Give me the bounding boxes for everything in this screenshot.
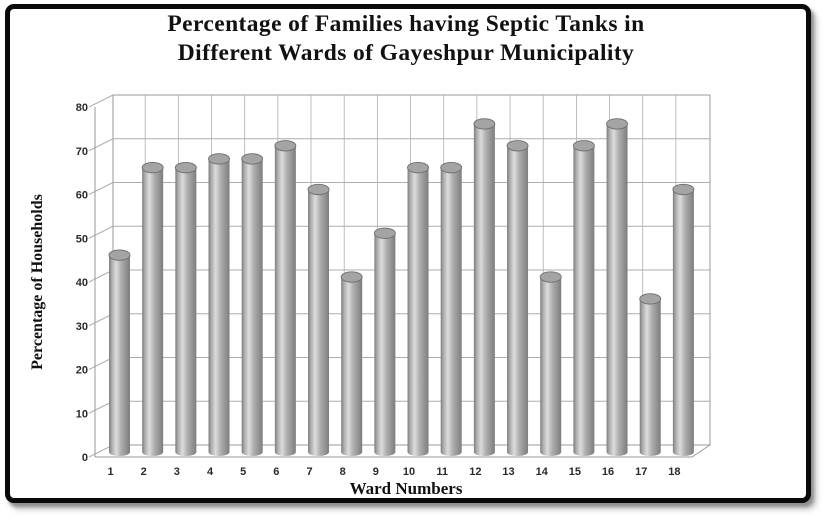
bar-top-cap [473,118,496,130]
bar-ward-2 [141,161,164,456]
x-tick-label: 2 [141,466,147,478]
bar-body [374,233,396,452]
chart-title: Percentage of Families having Septic Tan… [0,10,812,68]
bar-ward-1 [108,249,131,456]
bar-top-cap [572,140,595,152]
bar-top-cap [506,140,529,152]
bar-body [142,167,164,452]
x-tick-label: 8 [340,466,346,478]
x-tick-label: 9 [373,466,379,478]
bar-top-cap [208,153,230,165]
bar-top-cap [440,161,463,174]
bar-top-cap [141,161,164,174]
y-tick-line [88,182,114,195]
bar-body [573,145,595,452]
bar-top-cap [307,183,330,196]
bar-ward-4 [208,153,230,456]
x-tick-label: 4 [207,466,214,478]
bar-body [639,298,661,452]
y-axis-title: Percentage of Households [29,194,46,370]
y-tick-line [88,94,114,108]
bar-body [473,123,495,452]
bar-ward-15 [572,140,595,456]
bar-ward-12 [473,118,496,456]
x-tick-label: 12 [469,466,481,478]
bar-ward-17 [639,293,662,456]
x-tick-label: 16 [602,466,614,478]
bar-ward-11 [440,161,463,456]
bar-body [109,255,130,452]
bar-ward-16 [606,118,628,456]
bar-body [241,158,263,452]
bar-top-cap [407,161,429,174]
bar-top-cap [274,140,297,152]
y-tick-label: 70 [76,146,88,158]
bar-ward-10 [407,161,429,456]
y-tick-label: 40 [76,277,88,289]
x-tick-label: 5 [240,466,246,478]
bar-top-cap [639,293,662,305]
y-tick-label: 80 [76,102,88,114]
bar-body [274,145,296,452]
bar-ward-7 [307,183,330,456]
bar-top-cap [340,271,363,283]
bar-body [407,167,429,452]
y-tick-label: 30 [76,321,88,333]
bar-top-cap [373,227,396,239]
chart-title-line1: Percentage of Families having Septic Tan… [167,11,645,37]
x-tick-label: 3 [174,466,180,478]
bar-body [507,145,529,452]
x-axis-title: Ward Numbers [349,479,463,498]
bar-ward-9 [373,227,396,456]
bar-ward-8 [340,271,363,456]
x-tick-label: 13 [502,466,514,478]
bar-top-cap [672,183,695,196]
y-tick-label: 0 [82,452,88,464]
x-tick-label: 18 [668,466,680,478]
bar-top-cap [539,271,562,283]
bar-ward-5 [241,153,264,456]
y-tick-label: 60 [76,190,88,202]
bar-body [672,189,694,452]
bar-body [175,167,197,452]
bar-top-cap [241,153,264,165]
bar-body [440,167,462,452]
y-tick-line [88,225,114,239]
bar-top-cap [174,161,197,174]
bar-ward-6 [274,140,297,456]
bar-body [208,158,230,452]
bar-ward-3 [174,161,197,456]
chart-title-line2: Different Wards of Gayeshpur Municipalit… [177,40,635,66]
bar-ward-18 [672,183,695,456]
bar-ward-13 [506,140,529,456]
y-tick-label: 20 [76,365,88,377]
x-tick-label: 1 [107,466,113,478]
bar-top-cap [108,249,131,261]
bar-top-cap [606,118,628,130]
bar-body [308,189,330,452]
plot-floor-edge [95,444,711,458]
y-tick-line [88,138,114,152]
bar-body [341,277,363,452]
x-tick-label: 10 [403,466,415,478]
x-tick-label: 17 [635,466,647,478]
x-tick-label: 14 [536,466,549,478]
x-tick-label: 15 [569,466,581,478]
x-tick-label: 7 [306,466,312,478]
bar-body [540,277,562,452]
y-tick-label: 50 [76,233,88,245]
bar-body [606,123,628,452]
x-tick-label: 6 [273,466,279,478]
y-tick-label: 10 [76,408,88,420]
x-tick-label: 11 [436,466,448,478]
bar-ward-14 [539,271,562,456]
